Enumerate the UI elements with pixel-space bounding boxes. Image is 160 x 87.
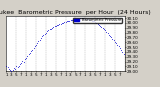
Point: [35, 44, 37, 45]
Point: [109, 35, 111, 37]
Point: [72, 19, 74, 20]
Point: [63, 22, 66, 23]
Point: [121, 51, 124, 53]
Point: [66, 21, 68, 22]
Point: [6, 67, 9, 68]
Point: [58, 24, 61, 25]
Point: [122, 53, 125, 55]
Point: [38, 39, 41, 41]
Point: [46, 30, 48, 32]
Point: [45, 32, 47, 33]
Point: [43, 33, 46, 34]
Legend: Barometric Pressure: Barometric Pressure: [73, 18, 122, 23]
Point: [24, 59, 26, 60]
Point: [28, 52, 31, 54]
Point: [120, 49, 122, 51]
Point: [98, 24, 100, 26]
Point: [9, 70, 11, 71]
Point: [42, 34, 45, 36]
Point: [114, 41, 116, 43]
Point: [62, 22, 64, 24]
Point: [71, 19, 73, 20]
Point: [12, 67, 15, 69]
Point: [21, 60, 24, 61]
Point: [77, 18, 79, 19]
Point: [117, 46, 120, 47]
Point: [40, 38, 42, 39]
Point: [74, 18, 77, 20]
Point: [92, 20, 94, 22]
Point: [27, 54, 30, 55]
Point: [110, 37, 112, 38]
Point: [99, 25, 101, 27]
Point: [17, 65, 20, 66]
Point: [56, 25, 58, 26]
Point: [103, 28, 105, 29]
Point: [101, 27, 104, 28]
Point: [88, 19, 90, 20]
Point: [104, 29, 106, 31]
Point: [119, 47, 121, 49]
Point: [100, 26, 103, 27]
Point: [84, 18, 87, 19]
Point: [57, 24, 60, 26]
Point: [96, 23, 99, 25]
Point: [115, 43, 117, 44]
Point: [26, 55, 29, 57]
Point: [52, 26, 55, 27]
Point: [69, 19, 72, 21]
Point: [67, 20, 69, 22]
Point: [16, 67, 19, 68]
Point: [87, 18, 89, 20]
Point: [64, 21, 67, 23]
Point: [5, 65, 8, 66]
Point: [32, 47, 35, 49]
Point: [112, 40, 115, 41]
Point: [25, 57, 27, 58]
Point: [36, 43, 39, 44]
Point: [79, 17, 82, 19]
Point: [10, 71, 13, 72]
Point: [78, 18, 80, 19]
Point: [31, 49, 34, 50]
Point: [90, 20, 93, 21]
Point: [51, 27, 53, 28]
Point: [8, 68, 10, 70]
Point: [54, 25, 57, 27]
Point: [80, 17, 83, 19]
Point: [105, 31, 108, 32]
Point: [41, 36, 44, 37]
Point: [59, 23, 62, 25]
Point: [73, 18, 76, 20]
Point: [22, 61, 25, 62]
Point: [11, 69, 14, 71]
Point: [75, 18, 78, 19]
Point: [48, 29, 51, 30]
Point: [50, 28, 52, 29]
Point: [94, 21, 96, 23]
Point: [53, 26, 56, 27]
Point: [68, 20, 71, 21]
Point: [14, 68, 16, 70]
Point: [19, 63, 21, 65]
Point: [61, 23, 63, 24]
Point: [83, 18, 85, 19]
Point: [95, 22, 98, 24]
Point: [33, 46, 36, 47]
Point: [47, 29, 50, 31]
Point: [82, 17, 84, 19]
Point: [111, 38, 114, 40]
Point: [89, 19, 92, 21]
Point: [15, 66, 18, 67]
Point: [30, 50, 32, 52]
Point: [85, 18, 88, 20]
Point: [20, 62, 23, 63]
Point: [106, 32, 109, 34]
Title: Milwaukee  Barometric Pressure  per Hour  (24 Hours): Milwaukee Barometric Pressure per Hour (…: [0, 10, 150, 15]
Point: [108, 34, 110, 35]
Point: [116, 44, 119, 45]
Point: [37, 41, 40, 42]
Point: [93, 21, 95, 22]
